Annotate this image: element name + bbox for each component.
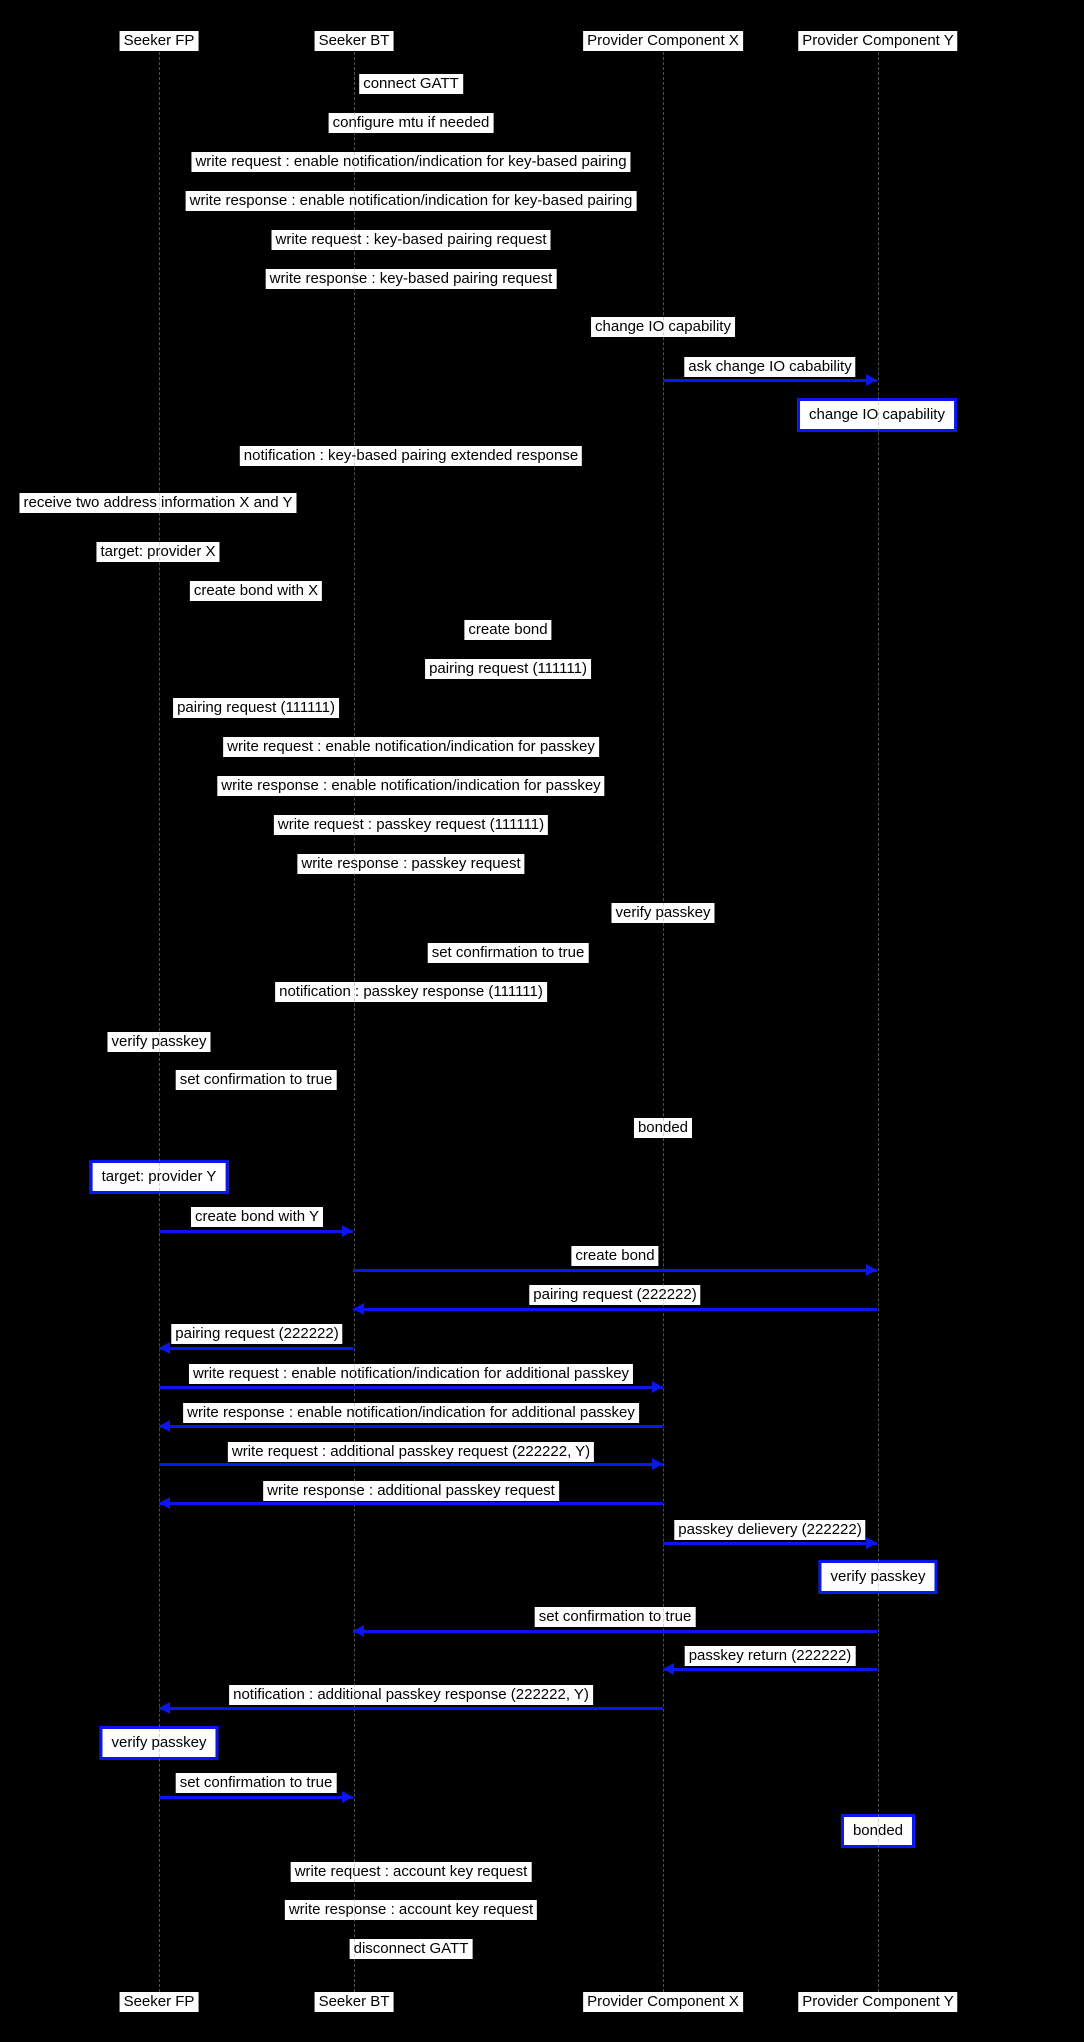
actor-label-bottom-seeker-bt: Seeker BT <box>314 1992 394 2012</box>
message-arrow-left <box>353 1629 877 1633</box>
message-label: set confirmation to true <box>427 943 589 963</box>
arrowhead-right-icon <box>652 1381 663 1393</box>
note-box: verify passkey <box>818 1560 938 1594</box>
message-label: write request : additional passkey reque… <box>227 1442 595 1462</box>
message-label: pairing request (222222) <box>171 1324 343 1344</box>
message-label: ask change IO cabability <box>684 357 856 377</box>
message-arrow-right <box>663 378 877 382</box>
arrowhead-right-icon <box>342 1791 353 1803</box>
arrowhead-left-icon <box>663 1663 674 1675</box>
note-box: change IO capability <box>797 398 957 432</box>
message-label: receive two address information X and Y <box>19 493 297 513</box>
arrowhead-left-icon <box>159 1702 170 1714</box>
message-label: write request : enable notification/indi… <box>223 737 599 757</box>
message-label: notification : additional passkey respon… <box>229 1685 593 1705</box>
arrowhead-left-icon <box>159 1497 170 1509</box>
lifeline-provider-y <box>877 52 879 1992</box>
message-label: notification : key-based pairing extende… <box>239 446 583 466</box>
message-arrow-left <box>159 1706 663 1710</box>
message-label: notification : passkey response (111111) <box>275 982 547 1002</box>
actor-label-top-seeker-bt: Seeker BT <box>314 31 394 51</box>
arrowhead-left-icon <box>159 1342 170 1354</box>
actor-label-bottom-provider-y: Provider Component Y <box>798 1992 958 2012</box>
message-label: write response : key-based pairing reque… <box>265 269 557 289</box>
message-label: set confirmation to true <box>534 1607 696 1627</box>
message-label: verify passkey <box>611 903 715 923</box>
message-label: write request : account key request <box>290 1862 532 1882</box>
note-box: bonded <box>840 1814 916 1848</box>
message-arrow-right <box>159 1795 353 1799</box>
message-arrow-left <box>159 1424 663 1428</box>
message-label: write request : passkey request (111111) <box>273 815 549 835</box>
arrowhead-right-icon <box>866 1264 877 1276</box>
message-label: bonded <box>633 1118 693 1138</box>
arrowhead-right-icon <box>866 374 877 386</box>
message-label: set confirmation to true <box>175 1070 337 1090</box>
message-label: write request : enable notification/indi… <box>191 152 631 172</box>
message-label: create bond <box>464 620 552 640</box>
message-label: pairing request (111111) <box>173 698 339 718</box>
arrowhead-left-icon <box>353 1303 364 1315</box>
actor-label-top-provider-x: Provider Component X <box>583 31 743 51</box>
message-label: create bond with Y <box>191 1207 323 1227</box>
message-label: write response : enable notification/ind… <box>217 776 605 796</box>
message-label: passkey delievery (222222) <box>674 1520 866 1540</box>
message-label: disconnect GATT <box>349 1939 473 1959</box>
message-label: set confirmation to true <box>175 1773 337 1793</box>
message-arrow-left <box>353 1307 877 1311</box>
actor-label-top-provider-y: Provider Component Y <box>798 31 958 51</box>
message-label: write response : passkey request <box>297 854 525 874</box>
message-label: write request : key-based pairing reques… <box>271 230 551 250</box>
message-arrow-left <box>663 1667 877 1671</box>
message-label: target: provider X <box>96 542 220 562</box>
message-arrow-right <box>663 1541 877 1545</box>
note-box: verify passkey <box>99 1726 219 1760</box>
message-label: write request : enable notification/indi… <box>188 1364 634 1384</box>
arrowhead-right-icon <box>652 1458 663 1470</box>
message-label: pairing request (111111) <box>425 659 591 679</box>
message-arrow-left <box>159 1346 353 1350</box>
message-label: change IO capability <box>591 317 735 337</box>
actor-label-top-seeker-fp: Seeker FP <box>119 31 199 51</box>
message-arrow-right <box>159 1385 663 1389</box>
arrowhead-left-icon <box>353 1625 364 1637</box>
message-label: connect GATT <box>359 74 463 94</box>
actor-label-bottom-seeker-fp: Seeker FP <box>119 1992 199 2012</box>
message-label: write response : account key request <box>284 1900 538 1920</box>
message-arrow-right <box>159 1229 353 1233</box>
message-label: write response : additional passkey requ… <box>263 1481 559 1501</box>
message-label: create bond <box>571 1246 659 1266</box>
message-label: passkey return (222222) <box>684 1646 856 1666</box>
message-arrow-left <box>159 1501 663 1505</box>
message-label: verify passkey <box>107 1032 211 1052</box>
arrowhead-right-icon <box>342 1225 353 1237</box>
message-label: configure mtu if needed <box>328 113 494 133</box>
message-label: pairing request (222222) <box>529 1285 701 1305</box>
message-arrow-right <box>159 1462 663 1466</box>
note-box: target: provider Y <box>89 1160 229 1194</box>
actor-label-bottom-provider-x: Provider Component X <box>583 1992 743 2012</box>
message-label: write response : enable notification/ind… <box>183 1403 639 1423</box>
message-arrow-right <box>353 1268 877 1272</box>
message-label: create bond with X <box>189 581 323 601</box>
lifeline-seeker-fp <box>158 52 160 1992</box>
message-label: write response : enable notification/ind… <box>185 191 637 211</box>
arrowhead-left-icon <box>159 1420 170 1432</box>
arrowhead-right-icon <box>866 1537 877 1549</box>
lifeline-provider-x <box>662 52 664 1992</box>
